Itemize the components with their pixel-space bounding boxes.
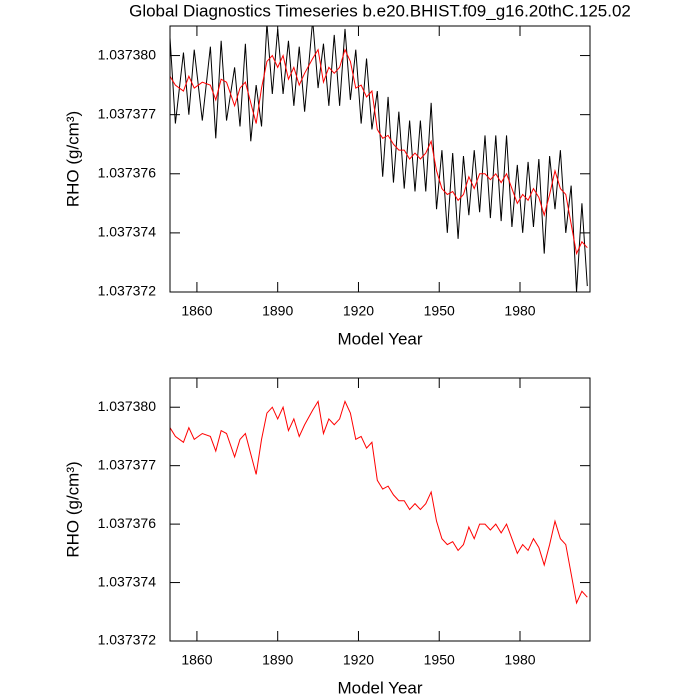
x-axis-label: Model Year — [337, 329, 422, 348]
x-tick-label: 1920 — [343, 303, 374, 319]
x-tick-label: 1950 — [424, 303, 455, 319]
chart-title: Global Diagnostics Timeseries b.e20.BHIS… — [129, 1, 631, 20]
y-tick-label: 1.037377 — [98, 456, 157, 472]
x-tick-label: 1860 — [181, 303, 212, 319]
y-tick-label: 1.037374 — [98, 573, 157, 589]
y-tick-label: 1.037380 — [98, 46, 157, 62]
series-line — [170, 48, 588, 256]
y-tick-label: 1.037372 — [98, 632, 157, 648]
series-line — [170, 399, 588, 605]
x-tick-label: 1980 — [504, 303, 535, 319]
y-tick-label: 1.037376 — [98, 515, 157, 531]
y-tick-label: 1.037376 — [98, 164, 157, 180]
x-tick-label: 1950 — [424, 652, 455, 668]
x-tick-label: 1980 — [504, 652, 535, 668]
plot-area — [170, 399, 588, 605]
y-tick-label: 1.037377 — [98, 105, 157, 121]
series-line — [170, 26, 588, 292]
plot-frame — [169, 25, 591, 293]
x-tick-label: 1890 — [262, 303, 293, 319]
x-tick-label: 1860 — [181, 652, 212, 668]
plot-area — [170, 26, 588, 292]
plot-frame — [169, 377, 591, 642]
y-tick-label: 1.037380 — [98, 398, 157, 414]
y-axis-label: RHO (g/cm³) — [63, 461, 82, 557]
y-tick-label: 1.037372 — [98, 283, 157, 299]
x-tick-label: 1890 — [262, 652, 293, 668]
x-tick-label: 1920 — [343, 652, 374, 668]
x-axis-label: Model Year — [337, 678, 422, 697]
y-tick-label: 1.037374 — [98, 224, 157, 240]
y-axis-label: RHO (g/cm³) — [63, 111, 82, 207]
